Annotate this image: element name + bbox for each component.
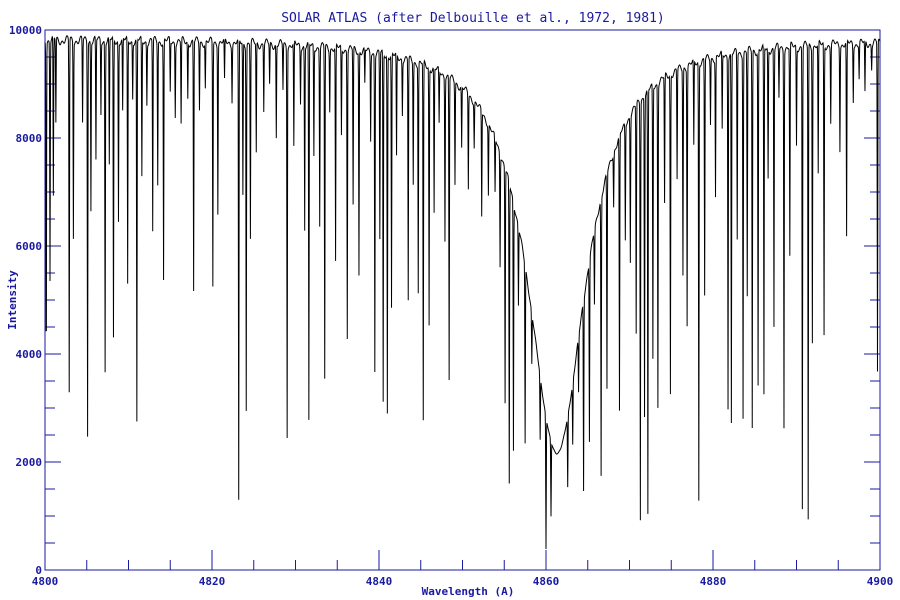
x-tick-label: 4880 (700, 575, 727, 588)
axis-tick-labels: 4800 4820 4840 4860 4880 4900 0 2000 4000 6000 800… (9, 24, 893, 588)
spectrum-line (44, 35, 881, 550)
y-tick-label: 4000 (16, 348, 43, 361)
y-tick-label: 2000 (16, 456, 43, 469)
y-tick-label: 0 (35, 564, 42, 577)
x-tick-label: 4820 (199, 575, 226, 588)
x-axis-label: Wavelength (A) (422, 585, 515, 598)
chart-title: SOLAR ATLAS (after Delbouille et al., 19… (281, 11, 665, 26)
x-tick-label: 4840 (366, 575, 393, 588)
x-tick-label: 4860 (533, 575, 560, 588)
axis-ticks (44, 29, 881, 571)
y-axis-label: Intensity (6, 270, 19, 330)
y-tick-label: 6000 (16, 240, 43, 253)
x-tick-label: 4800 (32, 575, 59, 588)
y-tick-label: 10000 (9, 24, 42, 37)
y-tick-label: 8000 (16, 132, 43, 145)
x-tick-label: 4900 (867, 575, 894, 588)
